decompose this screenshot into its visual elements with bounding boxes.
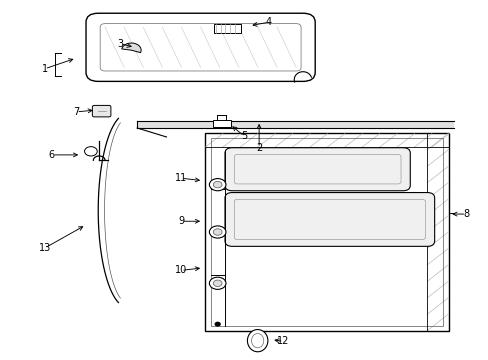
- FancyBboxPatch shape: [224, 193, 434, 246]
- Circle shape: [213, 280, 222, 287]
- Circle shape: [213, 229, 222, 235]
- Bar: [205, 134, 448, 330]
- FancyBboxPatch shape: [224, 148, 409, 191]
- Ellipse shape: [247, 329, 267, 352]
- Text: 1: 1: [41, 64, 47, 74]
- Circle shape: [209, 277, 225, 289]
- Text: 5: 5: [241, 131, 247, 141]
- Text: 9: 9: [178, 216, 184, 226]
- Bar: [137, 121, 453, 128]
- FancyBboxPatch shape: [92, 105, 111, 117]
- Text: 7: 7: [73, 107, 79, 117]
- Text: 11: 11: [175, 173, 187, 183]
- Text: 2: 2: [256, 143, 262, 153]
- Text: 12: 12: [277, 336, 289, 346]
- Circle shape: [209, 226, 225, 238]
- FancyBboxPatch shape: [86, 13, 315, 81]
- Circle shape: [213, 181, 222, 188]
- Bar: [213, 24, 240, 33]
- Circle shape: [215, 322, 220, 326]
- Circle shape: [209, 179, 225, 191]
- Text: 13: 13: [39, 243, 51, 253]
- Circle shape: [84, 147, 97, 156]
- Bar: [211, 138, 443, 326]
- Text: 4: 4: [265, 17, 271, 27]
- Wedge shape: [122, 43, 141, 53]
- Text: 3: 3: [117, 39, 123, 49]
- Text: 10: 10: [175, 265, 187, 275]
- Text: 6: 6: [49, 150, 55, 160]
- Text: 8: 8: [462, 209, 468, 219]
- Bar: [212, 120, 231, 127]
